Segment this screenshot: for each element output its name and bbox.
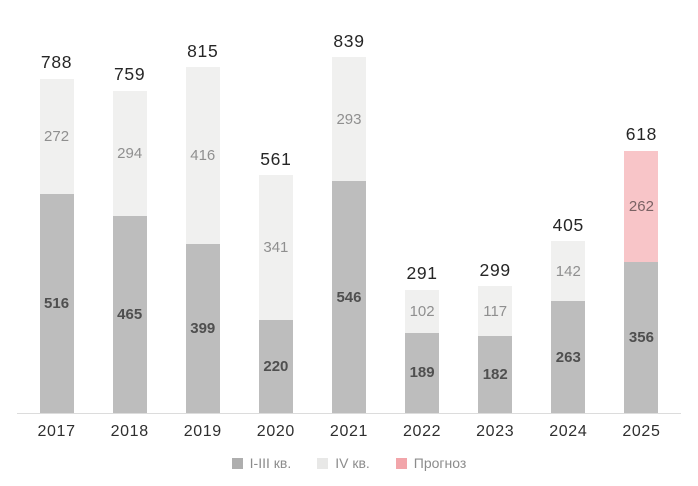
legend-label: Прогноз <box>413 455 467 471</box>
legend-item: IV кв. <box>317 456 370 470</box>
bar-segment-forecast: 262 <box>624 150 659 262</box>
segment-value-label: 272 <box>44 127 70 145</box>
bar-total-label: 299 <box>479 259 511 280</box>
bar-segment-q1-q3: 465 <box>112 215 147 413</box>
bar-segment-q1-q3: 399 <box>185 243 220 413</box>
segment-value-label: 262 <box>628 197 654 215</box>
legend-swatch-icon <box>231 457 243 469</box>
bar-total-label: 759 <box>114 64 146 85</box>
segment-value-label: 546 <box>336 288 362 306</box>
bar-segment-q4: 416 <box>185 67 220 244</box>
bar-column: 399 416 815 <box>166 0 239 413</box>
legend-item: Прогноз <box>395 455 467 471</box>
bar-stack: 220 341 <box>258 175 293 413</box>
bar-segment-q4: 102 <box>405 289 440 333</box>
bar-column: 220 341 561 <box>239 0 312 413</box>
bar-segment-q4: 117 <box>478 286 513 336</box>
bar-total-label: 788 <box>40 52 73 73</box>
x-axis-tick-label: 2022 <box>403 423 442 440</box>
bar-column: 516 272 788 <box>20 0 93 413</box>
bar-column: 465 294 759 <box>93 0 166 413</box>
bar-column: 189 102 291 <box>386 0 459 413</box>
segment-value-label: 102 <box>409 302 435 320</box>
bar-total-label: 561 <box>260 148 292 169</box>
bar-column: 263 142 405 <box>532 0 605 413</box>
x-axis-line <box>17 413 681 414</box>
bar-stack: 546 293 <box>331 57 366 413</box>
bar-total-label: 815 <box>187 40 219 61</box>
bar-segment-q1-q3: 356 <box>624 261 659 413</box>
bar-stack: 189 102 <box>405 289 440 413</box>
x-axis-labels: 2017 2018 2019 2020 2021 2022 2023 2024 2025 <box>20 424 678 440</box>
legend: I-III кв. IV кв. Прогноз <box>0 456 698 470</box>
segment-value-label: 263 <box>555 348 581 366</box>
x-axis-tick-label: 2023 <box>476 423 515 440</box>
segment-value-label: 341 <box>263 238 289 256</box>
x-axis-tick-label: 2025 <box>622 423 661 440</box>
x-axis-tick-label: 2017 <box>37 423 76 440</box>
x-axis-tick-label: 2024 <box>549 423 588 440</box>
bar-segment-q4: 293 <box>331 57 366 182</box>
legend-swatch-icon <box>317 457 329 469</box>
bar-segment-q1-q3: 516 <box>39 194 74 413</box>
x-axis-tick-label: 2020 <box>256 423 295 440</box>
bar-segment-q1-q3: 189 <box>405 332 440 413</box>
bar-segment-q4: 272 <box>39 78 74 195</box>
segment-value-label: 117 <box>483 302 508 320</box>
segment-value-label: 294 <box>117 144 143 162</box>
bar-column: 356 262 618 <box>605 0 678 413</box>
segment-value-label: 182 <box>482 365 508 383</box>
bar-stack: 356 262 <box>624 150 659 413</box>
segment-value-label: 189 <box>409 364 435 382</box>
bar-segment-q1-q3: 546 <box>331 181 366 413</box>
x-axis-tick-label: 2018 <box>110 423 149 440</box>
bar-stack: 182 117 <box>478 286 513 413</box>
bar-segment-q4: 341 <box>258 175 293 320</box>
legend-label: I-III кв. <box>249 455 292 471</box>
segment-value-label: 399 <box>190 319 216 337</box>
legend-label: IV кв. <box>335 455 370 471</box>
segment-value-label: 416 <box>190 146 216 164</box>
bar-stack: 465 294 <box>112 91 147 413</box>
bar-segment-q1-q3: 263 <box>551 301 586 413</box>
legend-swatch-icon <box>395 457 407 469</box>
segment-value-label: 220 <box>263 357 289 375</box>
bar-stack: 516 272 <box>39 78 74 413</box>
bar-column: 182 117 299 <box>459 0 532 413</box>
bar-total-label: 839 <box>333 30 365 51</box>
legend-item: I-III кв. <box>231 455 292 471</box>
bar-total-label: 291 <box>406 263 438 283</box>
segment-value-label: 516 <box>44 295 70 313</box>
bar-stack: 399 416 <box>185 67 220 413</box>
bar-segment-q4: 142 <box>551 241 586 302</box>
bar-segment-q1-q3: 220 <box>258 319 293 413</box>
bar-stack: 263 142 <box>551 241 586 413</box>
bar-total-label: 405 <box>552 214 584 235</box>
x-axis-tick-label: 2021 <box>329 423 369 440</box>
x-axis-tick-label: 2019 <box>183 423 222 440</box>
segment-value-label: 465 <box>117 305 143 323</box>
segment-value-label: 142 <box>555 262 581 280</box>
bar-segment-q4: 294 <box>112 91 147 216</box>
plot-area: 516 272 788 465 294 759 399 416 815 220 341 561 546 2… <box>20 0 678 413</box>
bar-column: 546 293 839 <box>312 0 385 413</box>
bar-total-label: 618 <box>625 124 658 145</box>
segment-value-label: 293 <box>336 110 362 128</box>
segment-value-label: 356 <box>628 328 654 346</box>
bar-segment-q1-q3: 182 <box>478 335 513 413</box>
